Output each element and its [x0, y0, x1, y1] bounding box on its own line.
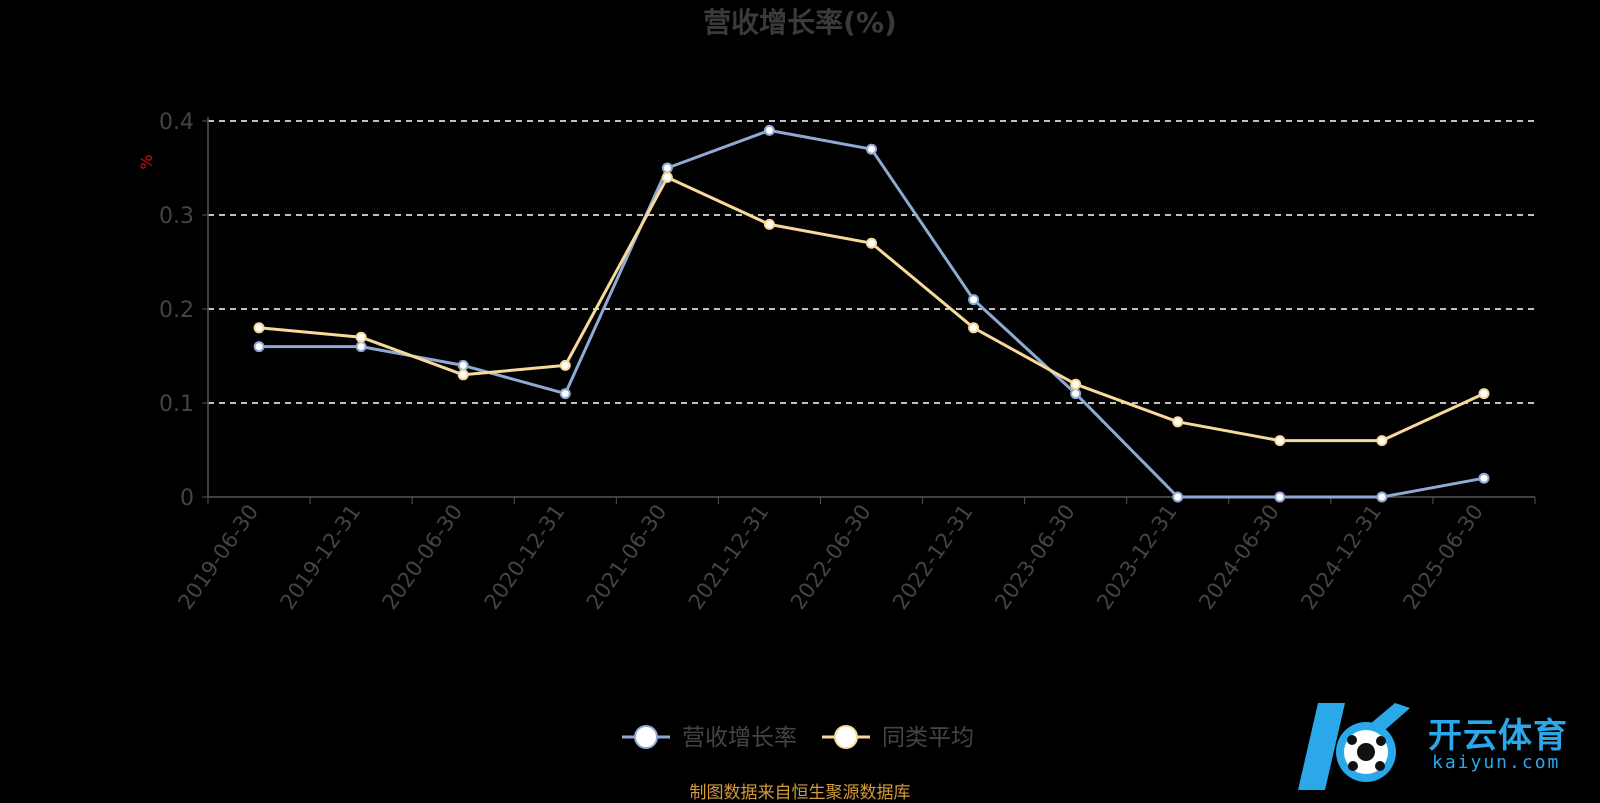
x-tick-label: 2024-12-31	[1296, 500, 1386, 614]
data-point[interactable]	[763, 124, 775, 136]
data-point[interactable]	[1070, 378, 1082, 390]
data-point[interactable]	[763, 218, 775, 230]
legend[interactable]: 营收增长率 同类平均	[622, 725, 974, 751]
data-point[interactable]	[1274, 435, 1286, 447]
data-point[interactable]	[1376, 491, 1388, 503]
x-tick-label: 2023-12-31	[1092, 500, 1182, 614]
data-point[interactable]	[968, 322, 980, 334]
axes	[207, 117, 1536, 504]
data-point[interactable]	[559, 359, 571, 371]
x-tick-label: 2021-12-31	[684, 500, 774, 614]
y-tick-labels: 0 0.1 0.2 0.3 0.4	[159, 110, 194, 511]
legend-label: 同类平均	[882, 725, 974, 751]
data-point[interactable]	[968, 294, 980, 306]
data-point[interactable]	[1478, 472, 1490, 484]
data-point[interactable]	[661, 171, 673, 183]
x-tick-label: 2019-06-30	[173, 500, 263, 614]
x-tick-label: 2022-12-31	[888, 500, 978, 614]
data-point[interactable]	[1172, 491, 1184, 503]
watermark-subtext: kaiyun.com	[1432, 752, 1561, 773]
y-tick-label: 0.1	[159, 392, 194, 417]
data-point[interactable]	[253, 322, 265, 334]
watermark-logo-icon	[1298, 703, 1410, 790]
data-point[interactable]	[559, 388, 571, 400]
legend-marker	[634, 725, 658, 749]
series-2	[253, 171, 1490, 447]
x-tick-label: 2022-06-30	[786, 500, 876, 614]
legend-label: 营收增长率	[682, 725, 797, 751]
data-point[interactable]	[355, 331, 367, 343]
y-tick-label: 0.2	[159, 298, 194, 323]
x-tick-label: 2024-06-30	[1194, 500, 1284, 614]
x-tick-label: 2020-12-31	[480, 500, 570, 614]
data-point[interactable]	[1274, 491, 1286, 503]
data-point[interactable]	[866, 237, 877, 249]
data-point[interactable]	[355, 341, 367, 353]
source-note: 制图数据来自恒生聚源数据库	[689, 783, 911, 803]
y-tick-label: 0	[180, 486, 194, 511]
x-tick-label: 2023-06-30	[990, 500, 1080, 614]
y-tick-label: 0.4	[159, 110, 194, 135]
legend-marker	[834, 725, 858, 749]
data-point[interactable]	[1070, 388, 1082, 400]
series-group	[253, 124, 1490, 503]
series-1	[253, 124, 1490, 503]
grid-lines	[202, 120, 1535, 498]
data-point[interactable]	[1376, 435, 1388, 447]
legend-item-2[interactable]: 同类平均	[822, 725, 974, 751]
data-point[interactable]	[457, 359, 469, 371]
y-axis-label: %	[137, 154, 156, 169]
x-tick-label: 2025-06-30	[1398, 500, 1488, 614]
chart-title: 营收增长率(%)	[703, 6, 897, 39]
data-point[interactable]	[661, 162, 673, 174]
y-tick-label: 0.3	[159, 204, 194, 229]
watermark-text: 开云体育	[1428, 716, 1568, 756]
data-point[interactable]	[253, 341, 265, 353]
x-tick-label: 2021-06-30	[582, 500, 672, 614]
legend-item-1[interactable]: 营收增长率	[622, 725, 797, 751]
data-point[interactable]	[457, 369, 469, 381]
x-tick-label: 2019-12-31	[276, 500, 366, 614]
x-tick-labels: 2019-06-30 2019-12-31 2020-06-30 2020-12-31…	[173, 500, 1488, 614]
data-point[interactable]	[1478, 388, 1490, 400]
x-tick-label: 2020-06-30	[378, 500, 468, 614]
data-point[interactable]	[1172, 416, 1184, 428]
data-point[interactable]	[866, 143, 877, 155]
